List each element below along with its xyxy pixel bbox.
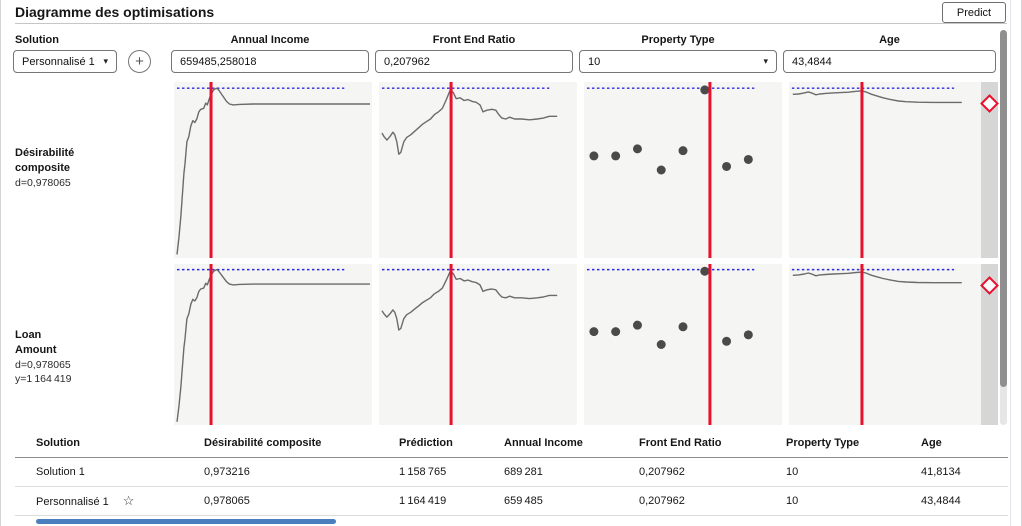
response-title: Amount — [15, 344, 57, 356]
add-solution-button[interactable]: + — [128, 50, 151, 73]
column-header-d-sirabilit-composite: Désirabilité composite — [204, 436, 322, 449]
cell-value: 10 — [786, 466, 799, 478]
solutions-table: Solution Désirabilité composite Prédiction… — [15, 428, 1008, 516]
response-label-row1: Loan Amount d=0,978065 y=1 164 419 — [15, 328, 150, 386]
profiler-chart-annual-income-row1[interactable] — [174, 264, 372, 425]
factor-input-field-front-end-ratio[interactable] — [384, 55, 564, 68]
solution-label: Solution — [15, 34, 59, 46]
page-title: Diagramme des optimisations — [15, 4, 215, 20]
factor-dropdown-value: 10 — [588, 55, 601, 68]
solution-dropdown-value: Personnalisé 1 — [22, 55, 95, 68]
cell-value: 0,207962 — [639, 495, 685, 507]
cell-value: 0,978065 — [204, 495, 250, 507]
column-header-front-end-ratio: Front End Ratio — [639, 436, 722, 449]
response-stat: y=1 164 419 — [15, 373, 72, 385]
factor-dropdown-property-type[interactable]: 10 ▾ — [579, 50, 777, 73]
desirability-trace-strip — [981, 264, 998, 425]
cell-value: 10 — [786, 495, 799, 507]
factor-label-front-end-ratio: Front End Ratio — [432, 34, 516, 46]
column-header-solution: Solution — [36, 436, 80, 449]
cell-value: 659 485 — [504, 495, 543, 507]
cell-value: 1 158 765 — [399, 466, 447, 478]
chevron-down-icon: ▾ — [763, 56, 768, 66]
factor-input-field-annual-income[interactable] — [180, 55, 360, 68]
profiler-chart-front-end-ratio-row1[interactable] — [379, 264, 577, 425]
desirability-diamond-marker[interactable] — [980, 94, 999, 113]
table-row[interactable]: Solution 1 0,973216 1 158 765 689 281 0,2079… — [15, 458, 1008, 487]
solution-dropdown[interactable]: Personnalisé 1 ▾ — [13, 50, 117, 73]
profiler-chart-age-row1[interactable] — [789, 264, 981, 425]
cell-value: 41,8134 — [921, 466, 961, 478]
response-label-row0: Désirabilité composite d=0,978065 — [15, 146, 150, 190]
cell-value: Solution 1 — [36, 466, 85, 478]
cell-value: 0,973216 — [204, 466, 250, 478]
response-title: Désirabilité — [15, 147, 75, 159]
column-header-property-type: Property Type — [786, 436, 860, 449]
response-stat: d=0,978065 — [15, 359, 71, 371]
response-title: Loan — [15, 329, 42, 341]
horizontal-scrollbar-thumb[interactable] — [36, 519, 336, 524]
profiler-chart-age-row0[interactable] — [789, 82, 981, 258]
column-header-annual-income: Annual Income — [504, 436, 583, 449]
desirability-diamond-marker[interactable] — [980, 276, 999, 295]
predict-button[interactable]: Predict — [942, 2, 1006, 23]
vertical-scrollbar[interactable] — [1000, 30, 1007, 425]
factor-input-age[interactable] — [783, 50, 996, 73]
factor-label-annual-income: Annual Income — [230, 34, 310, 46]
column-header-pr-diction: Prédiction — [399, 436, 453, 449]
profiler-chart-property-type-row0[interactable] — [584, 82, 782, 258]
column-header-age: Age — [921, 436, 942, 449]
factor-input-front-end-ratio[interactable] — [375, 50, 573, 73]
table-header-row: Solution Désirabilité composite Prédiction… — [15, 428, 1008, 458]
profiler-chart-annual-income-row0[interactable] — [174, 82, 372, 258]
cell-value: Personnalisé 1 — [36, 496, 109, 508]
cell-value: 43,4844 — [921, 495, 961, 507]
vertical-scrollbar-thumb[interactable] — [1000, 30, 1007, 387]
cell-value: 1 164 419 — [399, 495, 447, 507]
table-row[interactable]: Personnalisé 1 ☆ 0,978065 1 164 419 659 485 0… — [15, 487, 1008, 516]
factor-label-property-type: Property Type — [641, 34, 715, 46]
profiler-chart-front-end-ratio-row0[interactable] — [379, 82, 577, 258]
response-title: composite — [15, 162, 71, 174]
factor-input-field-age[interactable] — [792, 55, 987, 68]
cell-value: 0,207962 — [639, 466, 685, 478]
panel-right-border — [1010, 0, 1011, 526]
cell-value: 689 281 — [504, 466, 543, 478]
desirability-trace-strip — [981, 82, 998, 258]
header-divider — [15, 23, 1007, 24]
response-stat: d=0,978065 — [15, 177, 71, 189]
factor-input-annual-income[interactable] — [171, 50, 369, 73]
chevron-down-icon: ▾ — [103, 56, 108, 66]
factor-label-age: Age — [879, 34, 900, 46]
profiler-chart-property-type-row1[interactable] — [584, 264, 782, 425]
favorite-star-icon[interactable]: ☆ — [122, 493, 135, 508]
